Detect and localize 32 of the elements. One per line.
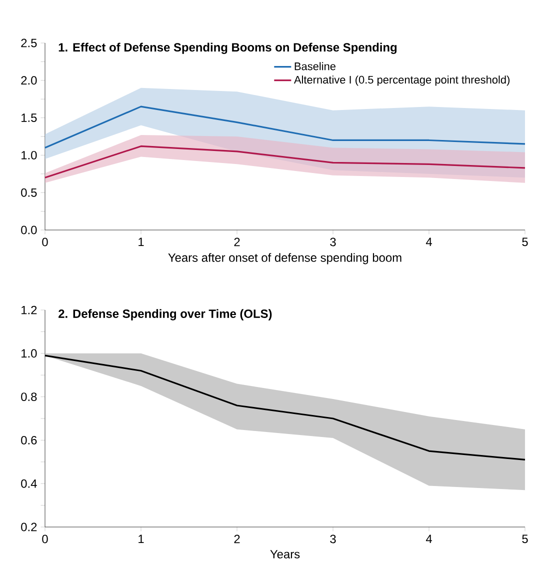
y-tick-label: 1.0: [22, 150, 37, 160]
x-tick-label: 4: [426, 534, 432, 543]
x-tick-label: 2: [234, 238, 240, 246]
x-tick-label: 2: [234, 534, 240, 544]
y-tick-label: 0.5: [21, 188, 37, 197]
y-tick-label: 0.6: [21, 436, 37, 444]
x-tick-label: 1: [138, 534, 144, 543]
y-tick-label: 0.8: [21, 392, 37, 402]
y-tick-label: 0.0: [21, 226, 37, 234]
x-tick-label: 4: [426, 238, 432, 246]
x-axis-title: Years after onset of defense spending boom: [168, 253, 402, 264]
legend-label: Baseline: [294, 62, 336, 70]
y-tick-label: 0.4: [21, 479, 37, 488]
x-tick-label: 1: [138, 238, 144, 246]
legend-label: Alternative I (0.5 percentage point threshold): [294, 76, 510, 86]
line-series: [44, 145, 526, 178]
x-tick-label: 3: [330, 534, 336, 544]
x-tick-label: 0: [42, 238, 48, 246]
x-axis-title: Years: [270, 550, 300, 558]
x-tick-label: 5: [522, 534, 528, 544]
x-tick-label: 0: [42, 534, 48, 544]
line-series: [44, 106, 526, 149]
chart-title: 2. Defense Spending over Time (OLS): [58, 309, 272, 320]
y-tick-label: 2.5: [21, 38, 37, 48]
chart-title: 1. Effect of Defense Spending Booms on Defense Spending: [58, 42, 397, 54]
y-tick-label: 0.2: [21, 522, 37, 532]
y-tick-label: 1.5: [22, 114, 37, 122]
y-tick-label: 2.0: [21, 76, 37, 85]
y-tick-label: 1.2: [22, 306, 37, 314]
x-tick-label: 3: [330, 238, 336, 246]
x-tick-label: 5: [522, 238, 528, 246]
y-tick-label: 1.0: [22, 349, 37, 358]
